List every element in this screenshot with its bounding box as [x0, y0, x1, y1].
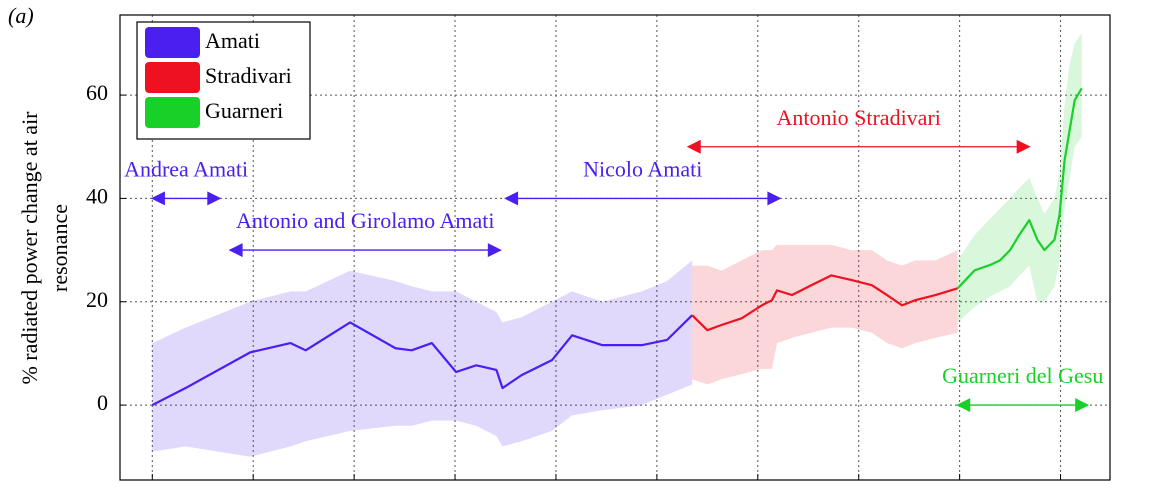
annotation-label: Andrea Amati — [124, 156, 248, 181]
series-line — [151, 314, 693, 407]
confidence-band — [692, 244, 958, 385]
series-line — [691, 274, 958, 332]
y-tick-label: 0 — [97, 390, 108, 415]
legend-label: Amati — [205, 28, 260, 53]
legend-label: Stradivari — [205, 63, 292, 88]
plot-frame — [119, 14, 1111, 481]
y-axis-label: resonance — [47, 204, 72, 292]
confidence-band — [957, 33, 1082, 323]
legend-swatch — [145, 97, 200, 128]
annotation-label: Antonio and Girolamo Amati — [236, 208, 494, 233]
legend-swatch — [145, 62, 200, 93]
legend-label: Guarneri — [205, 98, 283, 123]
series-line — [956, 87, 1083, 290]
annotation-label: Guarneri del Gesu — [942, 363, 1103, 388]
y-tick-label: 40 — [86, 183, 108, 208]
y-tick-label: 20 — [86, 287, 108, 312]
annotation-label: Antonio Stradivari — [777, 105, 941, 130]
confidence-band — [152, 260, 693, 457]
y-tick-label: 60 — [86, 80, 108, 105]
annotation-label: Nicolo Amati — [583, 156, 702, 181]
y-axis-label: % radiated power change at air — [17, 111, 42, 385]
legend-swatch — [145, 27, 200, 58]
panel-label: (a) — [8, 3, 34, 28]
